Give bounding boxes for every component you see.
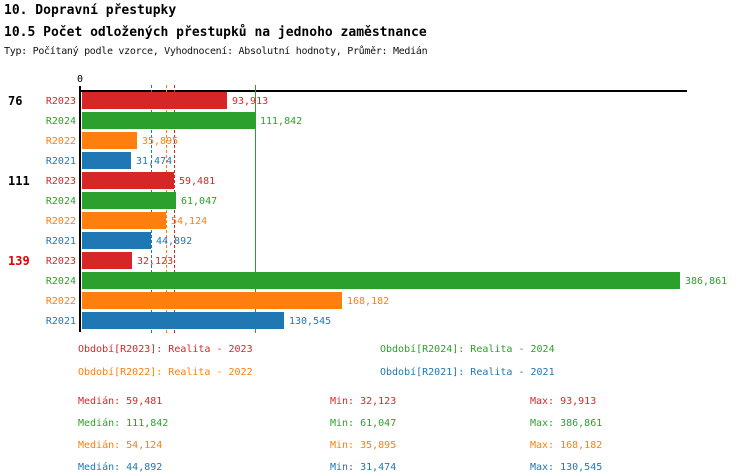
bar-value-label: 93,913 [232,96,269,107]
stat-max-r2022: Max: 168,182 [530,440,603,451]
series-label: R2024 [45,276,76,287]
group-label: 76 [8,94,23,108]
bar-r2024 [82,272,680,289]
series-label: R2022 [45,296,76,307]
y-axis-line [79,86,81,332]
bar-value-label: 59,481 [179,176,216,187]
group-label: 111 [8,174,30,188]
bar-value-label: 61,047 [181,196,218,207]
report-meta: Typ: Počítaný podle vzorce, Vyhodnocení:… [4,46,428,57]
bar-value-label: 386,861 [685,276,728,287]
legend-item-r2022: Období[R2022]: Realita - 2022 [78,367,253,378]
legend-item-r2021: Období[R2021]: Realita - 2021 [380,367,555,378]
series-label: R2023 [45,256,76,267]
bar-r2022 [82,212,166,229]
series-label: R2021 [45,236,76,247]
series-label: R2024 [45,196,76,207]
stat-max-r2024: Max: 386,861 [530,418,603,429]
series-label: R2022 [45,216,76,227]
stat-min-r2021: Min: 31,474 [330,462,397,473]
bar-r2021 [82,152,131,169]
legend-item-r2023: Období[R2023]: Realita - 2023 [78,344,253,355]
x-axis-line [79,90,687,92]
series-label: R2023 [45,176,76,187]
stat-max-r2023: Max: 93,913 [530,396,597,407]
report-title: 10. Dopravní přestupky [4,3,177,18]
bar-value-label: 130,545 [289,316,332,327]
bar-r2023 [82,252,132,269]
series-label: R2021 [45,156,76,167]
stat-median-r2023: Medián: 59,481 [78,396,163,407]
median-line-r2023 [173,85,175,333]
median-line-r2021 [151,85,153,333]
bar-r2023 [82,172,174,189]
series-label: R2023 [45,96,76,107]
group-label: 139 [8,254,30,268]
bar-r2022 [82,292,342,309]
legend-item-r2024: Období[R2024]: Realita - 2024 [380,344,555,355]
bar-value-label: 54,124 [171,216,208,227]
stat-min-r2022: Min: 35,895 [330,440,397,451]
series-label: R2024 [45,116,76,127]
bar-r2022 [82,132,137,149]
median-line-r2022 [165,85,167,333]
series-label: R2022 [45,136,76,147]
bar-r2021 [82,232,151,249]
stat-median-r2024: Medián: 111,842 [78,418,169,429]
stat-max-r2021: Max: 130,545 [530,462,603,473]
bar-value-label: 44,892 [156,236,193,247]
axis-zero-label: 0 [77,74,84,85]
stat-min-r2024: Min: 61,047 [330,418,397,429]
bar-r2021 [82,312,284,329]
bar-r2024 [82,192,176,209]
bar-value-label: 35,895 [142,136,179,147]
bar-value-label: 168,182 [347,296,390,307]
bar-value-label: 111,842 [260,116,303,127]
bar-value-label: 32,123 [137,256,174,267]
median-line-r2024 [254,85,256,333]
bar-r2023 [82,92,227,109]
bar-r2024 [82,112,255,129]
stat-median-r2021: Medián: 44,892 [78,462,163,473]
stat-min-r2023: Min: 32,123 [330,396,397,407]
report-subtitle: 10.5 Počet odložených přestupků na jedno… [4,25,427,40]
stat-median-r2022: Medián: 54,124 [78,440,163,451]
bar-value-label: 31,474 [136,156,173,167]
series-label: R2021 [45,316,76,327]
